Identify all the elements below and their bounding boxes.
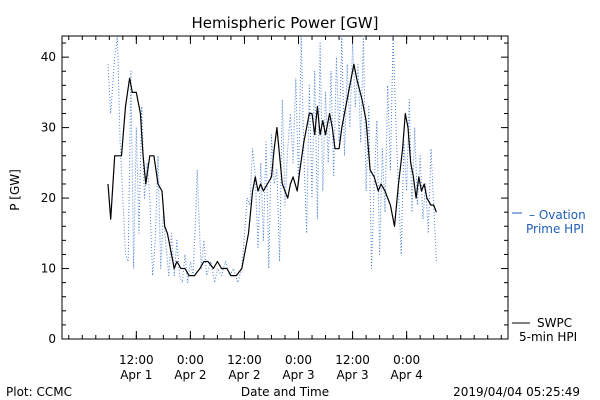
legend-ovation-label: – Ovation bbox=[529, 208, 586, 222]
x-tick-time-label: 12:00 bbox=[227, 353, 262, 367]
x-tick-date-label: Apr 2 bbox=[228, 368, 260, 382]
x-tick-date-label: Apr 4 bbox=[391, 368, 423, 382]
x-tick-time-label: 12:00 bbox=[335, 353, 370, 367]
legend-ovation: – Ovation Prime HPI bbox=[526, 208, 586, 236]
series-layer bbox=[107, 35, 437, 284]
x-tick-date-label: Apr 3 bbox=[336, 368, 368, 382]
legend-swpc: SWPC 5-min HPI bbox=[512, 316, 577, 344]
chart-title: Hemispheric Power [GW] bbox=[192, 14, 379, 32]
y-tick-label: 10 bbox=[41, 262, 56, 276]
plot-credit: Plot: CCMC bbox=[6, 385, 72, 399]
y-tick-label: 30 bbox=[41, 121, 56, 135]
x-tick-date-label: Apr 3 bbox=[282, 368, 314, 382]
x-axis-label: Date and Time bbox=[241, 385, 329, 399]
x-tick-time-label: 0:00 bbox=[393, 353, 420, 367]
legend-ovation-label-2: Prime HPI bbox=[526, 222, 584, 236]
x-tick-date-label: Apr 1 bbox=[120, 368, 152, 382]
axis-ticks bbox=[62, 36, 508, 340]
plot-timestamp: 2019/04/04 05:25:49 bbox=[453, 385, 580, 399]
y-axis-label: P [GW] bbox=[8, 169, 22, 211]
legend-swpc-label-2: 5-min HPI bbox=[519, 330, 577, 344]
y-tick-label: 20 bbox=[41, 191, 56, 205]
series-swpc-5min-hpi bbox=[107, 63, 437, 277]
x-tick-time-label: 0:00 bbox=[177, 353, 204, 367]
y-tick-label: 40 bbox=[41, 50, 56, 64]
x-tick-time-label: 0:00 bbox=[285, 353, 312, 367]
series-ovation-prime-hpi bbox=[107, 35, 437, 284]
legend-swpc-label: SWPC bbox=[537, 316, 572, 330]
y-tick-label: 0 bbox=[48, 332, 56, 346]
x-tick-date-label: Apr 2 bbox=[174, 368, 206, 382]
x-tick-time-label: 12:00 bbox=[119, 353, 154, 367]
